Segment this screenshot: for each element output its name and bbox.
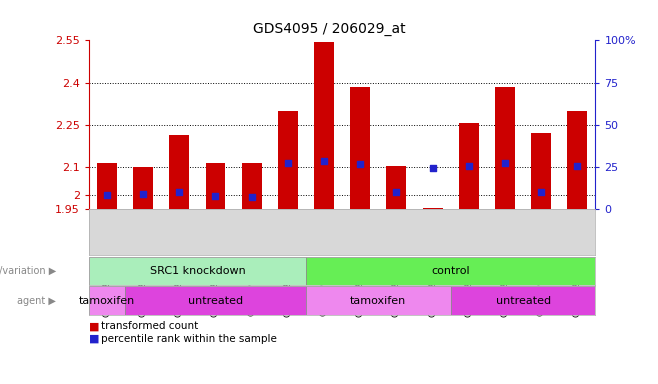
Bar (314, 42, 334, 209)
Text: GDS4095 / 206029_at: GDS4095 / 206029_at (253, 23, 405, 36)
Bar (459, 123, 479, 209)
Bar (306, 257, 595, 285)
Point (391, 189, 401, 195)
Bar (241, 163, 262, 209)
Point (463, 162, 474, 169)
Point (536, 189, 546, 195)
Text: ■: ■ (89, 321, 103, 331)
Text: SRC1 knockdown: SRC1 knockdown (149, 266, 245, 276)
Point (101, 192, 112, 198)
Text: tamoxifen: tamoxifen (350, 296, 407, 306)
Text: untreated: untreated (188, 296, 243, 306)
Point (174, 189, 184, 195)
Bar (306, 286, 451, 315)
Bar (350, 87, 370, 209)
Point (318, 158, 329, 164)
Bar (169, 135, 190, 209)
Point (210, 193, 220, 199)
Bar (205, 163, 226, 209)
Bar (133, 167, 153, 209)
Text: percentile rank within the sample: percentile rank within the sample (101, 334, 276, 344)
Text: ■: ■ (89, 334, 103, 344)
Bar (422, 208, 443, 209)
Text: tamoxifen: tamoxifen (79, 296, 135, 306)
Bar (278, 111, 298, 209)
Bar (531, 133, 551, 209)
Bar (125, 286, 306, 315)
Bar (89, 286, 125, 315)
Bar (89, 257, 306, 285)
Text: untreated: untreated (495, 296, 551, 306)
Bar (97, 163, 117, 209)
Point (572, 162, 582, 169)
Bar (451, 286, 595, 315)
Point (427, 166, 438, 172)
Text: agent ▶: agent ▶ (17, 296, 56, 306)
Text: genotype/variation ▶: genotype/variation ▶ (0, 266, 56, 276)
Bar (567, 111, 588, 209)
Point (499, 160, 510, 166)
Text: transformed count: transformed count (101, 321, 198, 331)
Bar (386, 166, 407, 209)
Point (138, 191, 149, 197)
Point (283, 160, 293, 166)
Point (355, 161, 365, 167)
Point (246, 194, 257, 200)
Bar (495, 87, 515, 209)
Text: control: control (432, 266, 470, 276)
